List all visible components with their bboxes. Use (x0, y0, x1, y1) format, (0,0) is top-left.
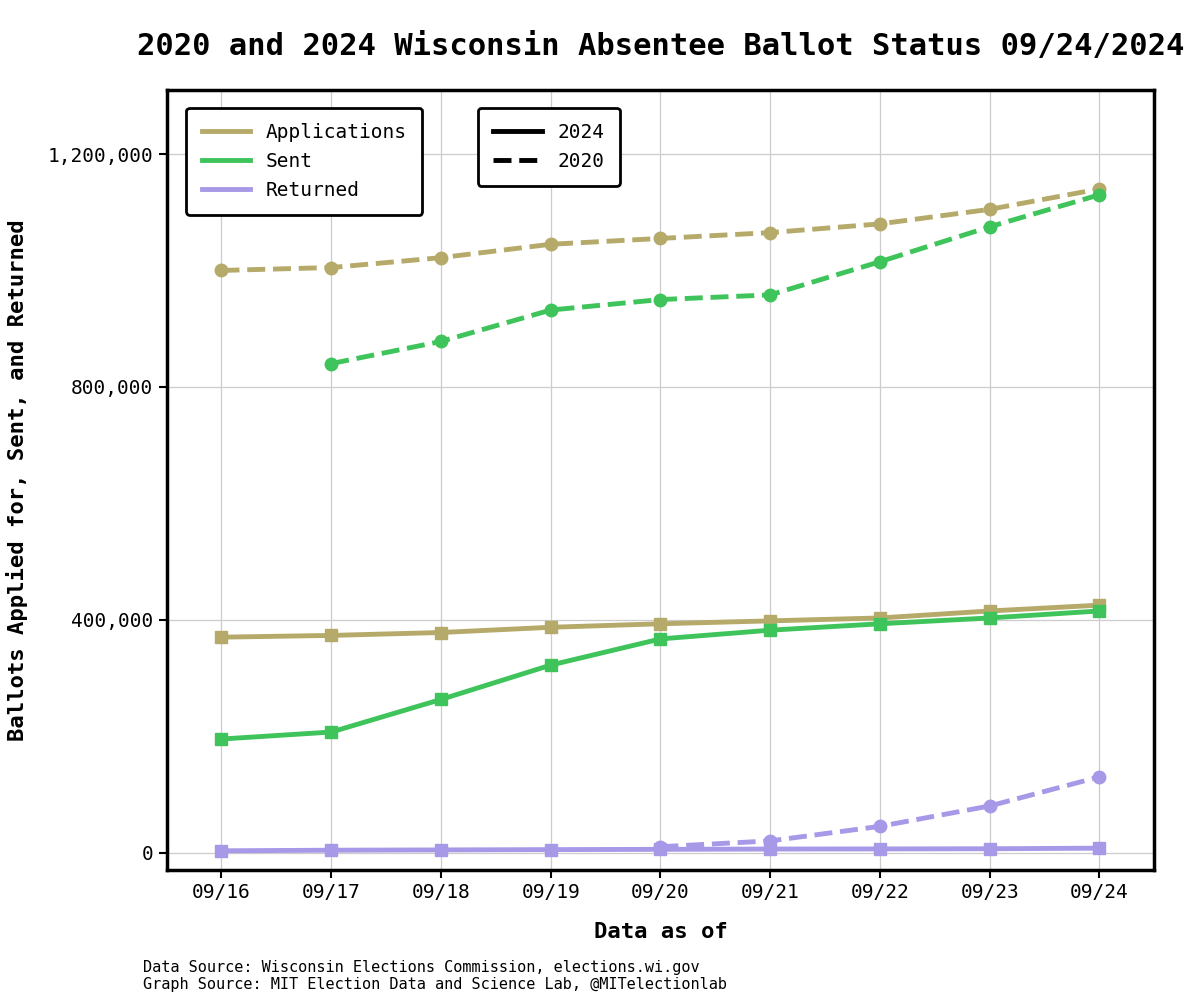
Legend: 2024, 2020: 2024, 2020 (477, 108, 620, 186)
Text: Graph Source: MIT Election Data and Science Lab, @MITelectionlab: Graph Source: MIT Election Data and Scie… (143, 977, 727, 992)
X-axis label: Data as of: Data as of (594, 922, 727, 942)
Text: Data Source: Wisconsin Elections Commission, elections.wi.gov: Data Source: Wisconsin Elections Commiss… (143, 960, 700, 975)
Y-axis label: Ballots Applied for, Sent, and Returned: Ballots Applied for, Sent, and Returned (6, 219, 29, 741)
Title: 2020 and 2024 Wisconsin Absentee Ballot Status 09/24/2024: 2020 and 2024 Wisconsin Absentee Ballot … (137, 32, 1184, 61)
